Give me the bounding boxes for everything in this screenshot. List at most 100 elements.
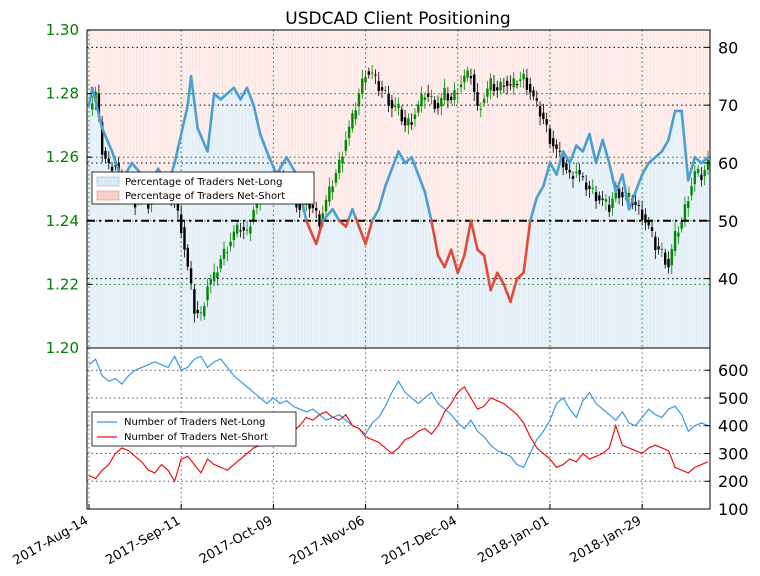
long-fill-bar <box>433 238 437 348</box>
short-fill-bar <box>521 30 526 273</box>
chart-title: USDCAD Client Positioning <box>285 9 510 29</box>
candle-body <box>351 113 354 129</box>
long-fill-bar <box>558 162 563 348</box>
short-fill-bar <box>479 30 484 253</box>
candle-body <box>203 306 206 317</box>
candle-body <box>114 165 117 167</box>
short-fill-bar <box>133 30 138 167</box>
short-fill-bar <box>485 30 490 273</box>
long-fill-bar <box>693 157 698 348</box>
short-fill-bar <box>449 30 454 250</box>
candle-body <box>216 272 219 279</box>
long-fill-bar <box>528 220 533 348</box>
candle-body <box>644 214 647 223</box>
long-fill-bar <box>143 180 148 348</box>
sentiment-background-fill <box>87 30 711 349</box>
sentiment-segment <box>571 144 578 156</box>
right-tick-label: 50 <box>718 212 738 231</box>
trader-count-lines <box>88 355 709 483</box>
short-fill-bar <box>123 30 128 175</box>
short-fill-bar <box>186 30 191 106</box>
long-fill-bar <box>541 186 546 348</box>
short-fill-bar <box>568 30 572 163</box>
long-fill-bar <box>413 165 418 348</box>
sentiment-segment <box>90 86 97 103</box>
left-tick-label: 1.20 <box>46 339 79 357</box>
short-fill-bar <box>633 30 638 192</box>
short-fill-bar <box>699 30 704 163</box>
sentiment-segment <box>268 157 275 169</box>
short-fill-bar <box>528 30 533 221</box>
short-fill-bar <box>156 30 161 169</box>
short-fill-bar <box>327 30 332 214</box>
short-fill-bar <box>653 30 658 158</box>
short-fill-bar <box>600 30 605 140</box>
long-fill-bar <box>406 160 411 348</box>
short-fill-bar <box>212 30 217 94</box>
candle-body <box>239 230 242 232</box>
short-fill-bar <box>103 30 108 136</box>
long-fill-bar <box>597 151 602 348</box>
candle-body <box>242 227 245 231</box>
sentiment-segment <box>594 150 601 165</box>
sentiment-segment <box>459 254 466 266</box>
sentiment-segment <box>413 164 420 176</box>
long-fill-bar <box>107 143 111 348</box>
short-fill-bar <box>126 30 131 169</box>
short-fill-bar <box>153 30 158 175</box>
left-tick-label: 1.28 <box>46 85 79 103</box>
long-fill-bar <box>331 209 335 348</box>
long-fill-bar <box>245 87 250 348</box>
long-fill-bar <box>255 119 260 349</box>
long-fill-bar <box>192 102 197 349</box>
candle-body <box>380 87 384 91</box>
legend-swatch-net-long <box>96 176 120 187</box>
long-fill-bar <box>479 252 484 348</box>
candle-body <box>420 94 423 107</box>
short-fill-bar <box>281 30 286 163</box>
x-tick-label: 2017-Dec-04 <box>379 513 459 568</box>
short-fill-bar <box>439 30 444 262</box>
legend-label-net-long: Percentage of Traders Net-Long <box>125 177 283 188</box>
short-fill-bar <box>334 30 339 216</box>
short-fill-bar <box>554 30 559 175</box>
sentiment-segment <box>107 142 114 153</box>
candle-body <box>433 99 436 109</box>
right-tick-label: 60 <box>718 154 738 173</box>
candle-body <box>328 186 331 202</box>
sentiment-segment <box>463 236 469 257</box>
short-fill-bar <box>380 30 385 198</box>
short-fill-bar <box>192 30 197 103</box>
short-fill-bar <box>643 30 648 169</box>
long-fill-bar <box>515 278 520 348</box>
sentiment-segment <box>634 181 641 194</box>
sentiment-segment <box>189 74 196 104</box>
candle-body <box>683 204 687 221</box>
sentiment-segment <box>110 150 117 163</box>
candle-body <box>347 126 351 139</box>
sentiment-segment <box>100 126 107 138</box>
long-fill-bar <box>87 105 92 348</box>
long-fill-bar <box>298 189 302 348</box>
right-tick-label: 40 <box>718 270 738 289</box>
long-fill-bar <box>172 162 177 348</box>
short-fill-bar <box>331 30 335 210</box>
count-tick-label: 400 <box>718 417 749 436</box>
candle-body <box>584 182 588 190</box>
short-fill-bar <box>459 30 464 265</box>
long-fill-bar <box>90 87 95 348</box>
candle-body <box>387 93 390 106</box>
long-fill-bar <box>633 191 638 348</box>
sentiment-segment <box>199 134 206 146</box>
short-fill-bar <box>294 30 299 175</box>
short-fill-bar <box>219 30 223 100</box>
candle-body <box>413 114 417 120</box>
price-candles <box>91 64 710 323</box>
long-fill-bar <box>469 220 474 348</box>
short-fill-bar <box>314 30 319 244</box>
long-fill-bar <box>416 174 421 348</box>
candle-body <box>147 200 150 209</box>
sentiment-segment <box>522 245 529 275</box>
long-fill-bar <box>502 284 507 348</box>
